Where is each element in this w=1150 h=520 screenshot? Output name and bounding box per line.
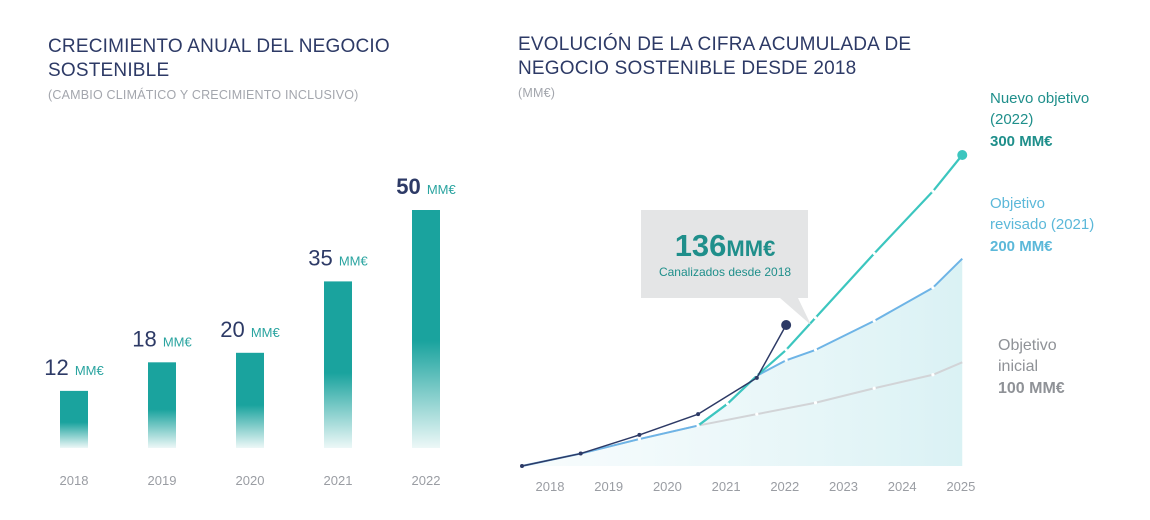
target-label-line: (2022): [990, 111, 1033, 128]
target-label-line: Objetivo: [998, 337, 1057, 354]
initial-target-point: [813, 401, 818, 405]
target-label-revised: Objetivo revisado (2021) 200 MM€: [990, 195, 1094, 255]
x-tick-label: 2018: [60, 473, 89, 488]
right-chart-title-line1: EVOLUCIÓN DE LA CIFRA ACUMULADA DE: [518, 34, 912, 55]
actual-point: [520, 464, 524, 468]
actual-point: [754, 375, 759, 380]
new-target-point: [696, 423, 700, 428]
actual-point: [637, 432, 642, 437]
left-chart-subtitle: (CAMBIO CLIMÁTICO Y CRECIMIENTO INCLUSIV…: [48, 88, 359, 102]
target-label-value: 300 MM€: [990, 133, 1053, 150]
new-target-end-point: [957, 150, 968, 160]
revised-target-point: [872, 319, 876, 323]
initial-target-point: [872, 386, 876, 390]
left-chart-title-line2: SOSTENIBLE: [48, 60, 170, 81]
actual-line: [521, 324, 787, 467]
target-label-new: Nuevo objetivo (2022) 300 MM€: [990, 90, 1089, 150]
revised-target-point: [931, 286, 935, 290]
x-tick-label: 2021: [324, 473, 353, 488]
target-label-line: inicial: [998, 358, 1038, 375]
actual-point: [578, 451, 583, 456]
x-tick-label: 2020: [236, 473, 265, 488]
x-tick-label: 2022: [412, 473, 441, 488]
target-label-value: 100 MM€: [998, 380, 1065, 397]
bar-2022: [412, 210, 440, 448]
x-tick-label: 2022: [770, 479, 799, 494]
bar-value-label: 20 MM€: [220, 317, 280, 342]
revised-target-point: [784, 358, 788, 362]
target-label-value: 200 MM€: [990, 238, 1053, 255]
callout-value: 136MM€: [675, 228, 776, 263]
x-tick-label: 2025: [946, 479, 975, 494]
revised-target-point: [813, 348, 818, 352]
right-chart-subtitle: (MM€): [518, 86, 556, 100]
actual-end-point: [781, 320, 792, 331]
target-label-line: Nuevo objetivo: [990, 90, 1089, 107]
target-label-line: Objetivo: [990, 195, 1045, 212]
x-tick-label: 2018: [536, 479, 565, 494]
bar-value-label: 35 MM€: [308, 245, 368, 270]
bar-value-label: 18 MM€: [132, 326, 192, 351]
callout-bubble: [641, 210, 811, 325]
left-chart-title: CRECIMIENTO ANUAL DEL NEGOCIO SOSTENIBLE: [48, 35, 468, 83]
actual-point: [696, 412, 701, 417]
x-tick-label: 2019: [594, 479, 623, 494]
x-tick-label: 2019: [148, 473, 177, 488]
target-area-shading: [522, 258, 963, 466]
x-tick-label: 2023: [829, 479, 858, 494]
right-chart-title-line2: NEGOCIO SOSTENIBLE DESDE 2018: [518, 58, 857, 79]
callout-box: 136MM€ Canalizados desde 2018: [641, 210, 811, 325]
initial-target-point: [755, 412, 759, 416]
x-tick-label: 2021: [712, 479, 741, 494]
bar-2020: [236, 352, 264, 448]
x-tick-label: 2020: [653, 479, 682, 494]
x-tick-label: 2024: [888, 479, 917, 494]
initial-target-point: [931, 373, 935, 377]
target-label-initial: Objetivo inicial 100 MM€: [998, 337, 1065, 397]
right-chart-title: EVOLUCIÓN DE LA CIFRA ACUMULADA DE NEGOC…: [518, 33, 988, 81]
bar-value-label: 12 MM€: [44, 355, 104, 380]
right-line-chart: 2018 2019 2020 2021 2022 2023 2024 2025 136MM€ Ca…: [520, 90, 1094, 494]
new-target-line: [697, 154, 964, 427]
left-bar-chart: 12 MM€ 2018 18 MM€ 2019 20 MM€ 2020 35 MM€ 2021…: [44, 174, 456, 488]
bar-2021: [324, 281, 352, 448]
new-target-point: [931, 189, 935, 193]
bar-2019: [148, 362, 176, 448]
callout-caption: Canalizados desde 2018: [659, 265, 791, 279]
new-target-point: [813, 316, 818, 320]
bar-value-label: 50 MM€: [396, 174, 456, 199]
revised-target-point: [637, 437, 642, 441]
new-target-point: [784, 348, 788, 352]
bar-2018: [60, 390, 88, 448]
target-label-line: revisado (2021): [990, 216, 1094, 233]
new-target-point: [725, 402, 730, 406]
new-target-point: [872, 251, 876, 256]
left-chart-title-line1: CRECIMIENTO ANUAL DEL NEGOCIO: [48, 36, 390, 57]
